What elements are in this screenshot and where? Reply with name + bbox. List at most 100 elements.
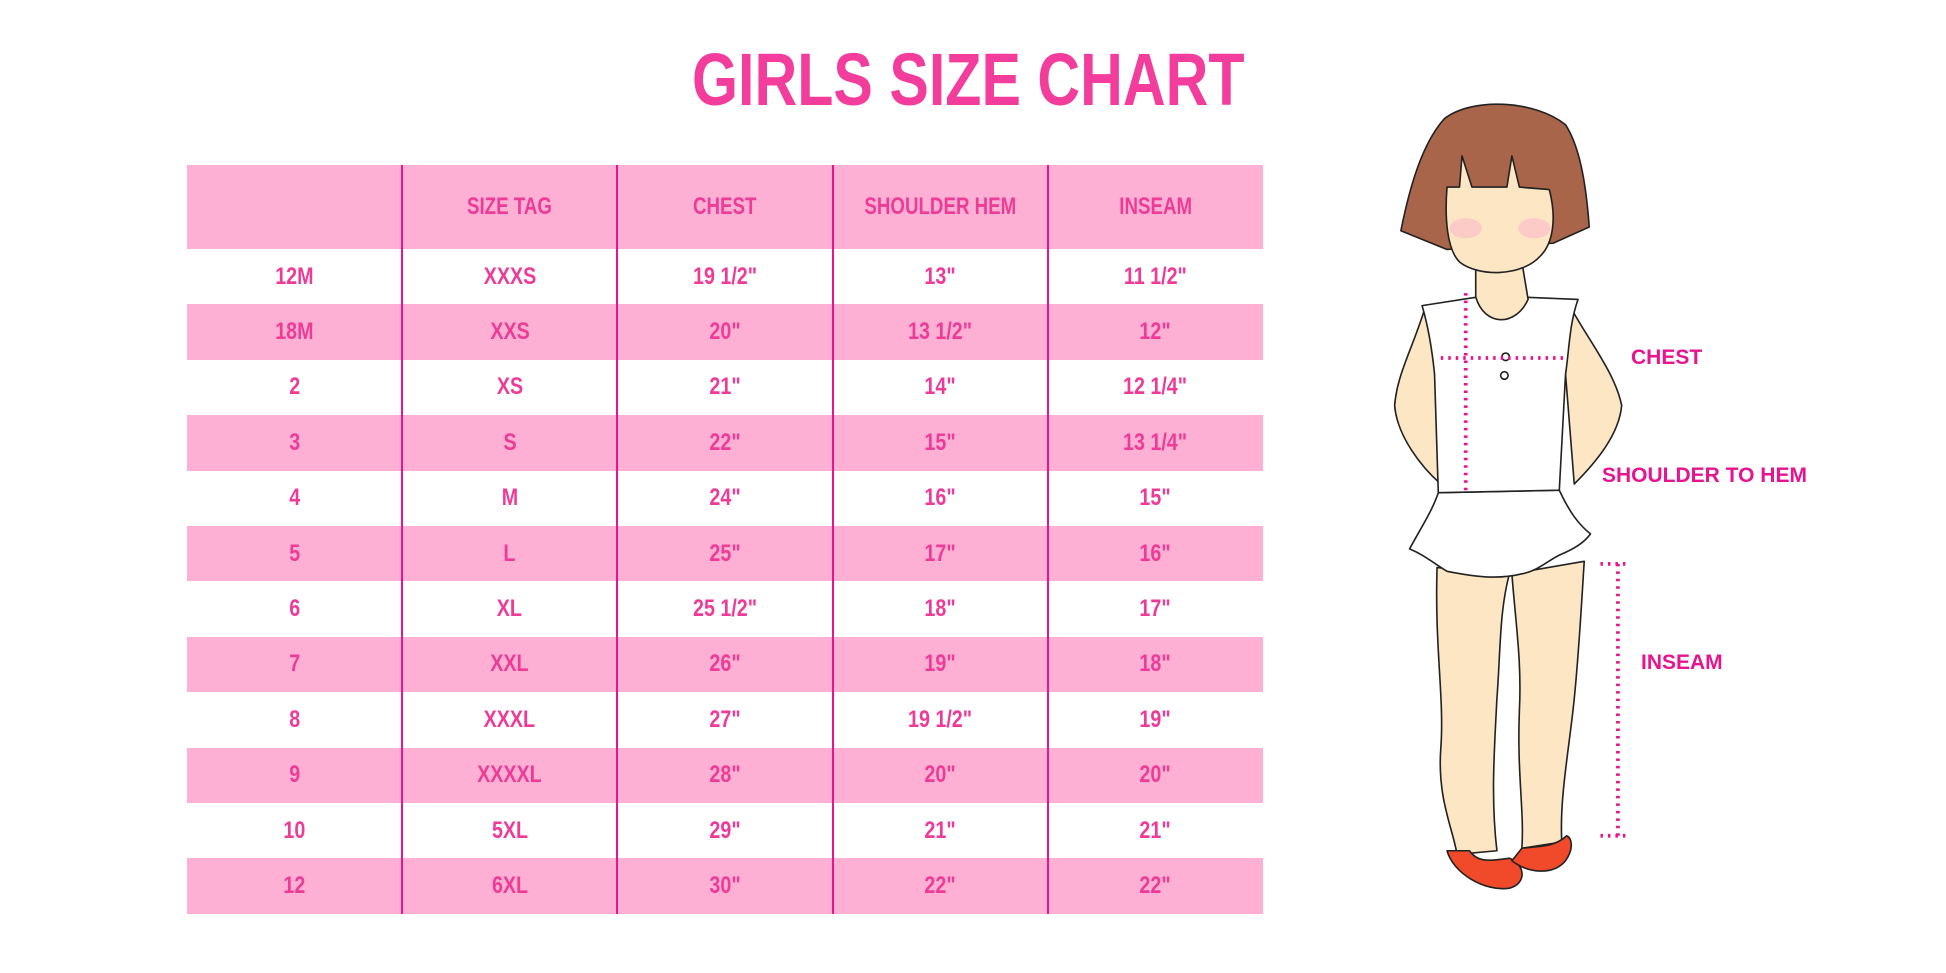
cell-value: 13 1/4" bbox=[1123, 428, 1188, 456]
table-cell: 18" bbox=[1048, 637, 1263, 692]
table-cell: L bbox=[402, 526, 617, 581]
table-cell: XXS bbox=[402, 304, 617, 359]
cell-value: 25 1/2" bbox=[692, 595, 757, 623]
table-cell: 14" bbox=[833, 360, 1048, 415]
shirt bbox=[1421, 296, 1579, 494]
table-cell: 19 1/2" bbox=[833, 692, 1048, 747]
cell-value: 7 bbox=[289, 650, 301, 678]
cell-value: 21" bbox=[924, 816, 956, 844]
cell-value: 17" bbox=[1139, 595, 1171, 623]
right-shoe bbox=[1511, 834, 1573, 872]
table-cell: XL bbox=[402, 581, 617, 636]
cell-value: 21" bbox=[709, 373, 741, 401]
table-cell: 24" bbox=[617, 471, 832, 526]
table-cell: 11 1/2" bbox=[1048, 249, 1263, 304]
table-cell: 6 bbox=[187, 581, 402, 636]
table-cell: 7 bbox=[187, 637, 402, 692]
table-row: 5 L 25" 17" 16" bbox=[187, 525, 1263, 582]
table-cell: 13 1/2" bbox=[833, 304, 1048, 359]
header-label: INSEAM bbox=[1118, 193, 1192, 220]
table-row: 10 5XL 29" 21" 21" bbox=[187, 803, 1263, 858]
size-table: SIZE TAG CHEST SHOULDER HEM INSEAM 12M XXXS 19… bbox=[187, 165, 1263, 914]
table-cell: 20" bbox=[617, 304, 832, 359]
table-cell: 5XL bbox=[402, 803, 617, 858]
cell-value: 2 bbox=[289, 373, 301, 401]
cell-value: XXXXL bbox=[477, 761, 543, 789]
cell-value: 25" bbox=[709, 539, 741, 567]
cell-value: 27" bbox=[709, 705, 741, 733]
table-cell: 10 bbox=[187, 803, 402, 858]
table-row: 6 XL 25 1/2" 18" 17" bbox=[187, 581, 1263, 636]
column-divider bbox=[1046, 165, 1049, 914]
cell-value: 16" bbox=[1139, 539, 1171, 567]
table-cell: M bbox=[402, 471, 617, 526]
left-shoe bbox=[1446, 849, 1523, 890]
table-cell: 26" bbox=[617, 637, 832, 692]
table-cell: 4 bbox=[187, 471, 402, 526]
cell-value: 24" bbox=[709, 484, 741, 512]
cell-value: 5 bbox=[289, 539, 301, 567]
table-cell: 19" bbox=[1048, 692, 1263, 747]
table-cell: 15" bbox=[1048, 471, 1263, 526]
table-row: 7 XXL 26" 19" 18" bbox=[187, 636, 1263, 693]
cell-value: 4 bbox=[289, 484, 301, 512]
cell-value: 12" bbox=[1139, 318, 1171, 346]
table-row: 4 M 24" 16" 15" bbox=[187, 471, 1263, 526]
cell-value: 15" bbox=[1139, 484, 1171, 512]
table-cell: 12M bbox=[187, 249, 402, 304]
table-cell: 8 bbox=[187, 692, 402, 747]
table-cell: 13 1/4" bbox=[1048, 415, 1263, 470]
table-cell: 12" bbox=[1048, 304, 1263, 359]
table-cell: 2 bbox=[187, 360, 402, 415]
table-cell: 25" bbox=[617, 526, 832, 581]
cell-value: 19" bbox=[924, 650, 956, 678]
table-cell: 22" bbox=[833, 858, 1048, 913]
right-arm bbox=[1564, 308, 1623, 485]
cell-value: 28" bbox=[709, 761, 741, 789]
cell-value: 13" bbox=[924, 262, 956, 290]
cell-value: XXXL bbox=[484, 705, 536, 733]
table-cell: 21" bbox=[1048, 803, 1263, 858]
table-row: 2 XS 21" 14" 12 1/4" bbox=[187, 360, 1263, 415]
skirt bbox=[1408, 489, 1592, 578]
header-label: SHOULDER HEM bbox=[864, 193, 1017, 220]
left-leg bbox=[1435, 566, 1511, 856]
cell-value: 14" bbox=[924, 373, 956, 401]
cell-value: 26" bbox=[709, 650, 741, 678]
table-row: 3 S 22" 15" 13 1/4" bbox=[187, 415, 1263, 471]
table-cell: 27" bbox=[617, 692, 832, 747]
table-row: 8 XXXL 27" 19 1/2" 19" bbox=[187, 692, 1263, 747]
table-cell: 16" bbox=[833, 471, 1048, 526]
cell-value: 6 bbox=[289, 595, 301, 623]
column-divider bbox=[616, 165, 619, 914]
table-cell: 22" bbox=[617, 415, 832, 470]
header-cell: INSEAM bbox=[1048, 165, 1263, 249]
table-cell: 18" bbox=[833, 581, 1048, 636]
cell-value: XL bbox=[497, 595, 523, 623]
header-cell: SIZE TAG bbox=[402, 165, 617, 249]
cell-value: XXS bbox=[490, 318, 530, 346]
column-divider bbox=[831, 165, 834, 914]
cell-value: 29" bbox=[709, 816, 741, 844]
table-cell: 28" bbox=[617, 748, 832, 803]
cell-value: XS bbox=[496, 373, 523, 401]
cell-value: 9 bbox=[289, 761, 301, 789]
cell-value: 18M bbox=[275, 318, 314, 346]
header-label: CHEST bbox=[693, 193, 757, 220]
table-cell: 20" bbox=[1048, 748, 1263, 803]
table-cell: 29" bbox=[617, 803, 832, 858]
cell-value: XXL bbox=[490, 650, 529, 678]
cell-value: S bbox=[503, 428, 517, 456]
cell-value: 19 1/2" bbox=[692, 262, 757, 290]
table-cell: 12 bbox=[187, 858, 402, 913]
table-row: 18M XXS 20" 13 1/2" 12" bbox=[187, 304, 1263, 360]
table-cell: 17" bbox=[833, 526, 1048, 581]
table-cell: 21" bbox=[617, 360, 832, 415]
cell-value: 19" bbox=[1139, 705, 1171, 733]
cell-value: 22" bbox=[709, 428, 741, 456]
cell-value: 12M bbox=[275, 262, 314, 290]
cell-value: 20" bbox=[1139, 761, 1171, 789]
cell-value: 21" bbox=[1139, 816, 1171, 844]
cell-value: 20" bbox=[709, 318, 741, 346]
cell-value: 8 bbox=[289, 705, 301, 733]
